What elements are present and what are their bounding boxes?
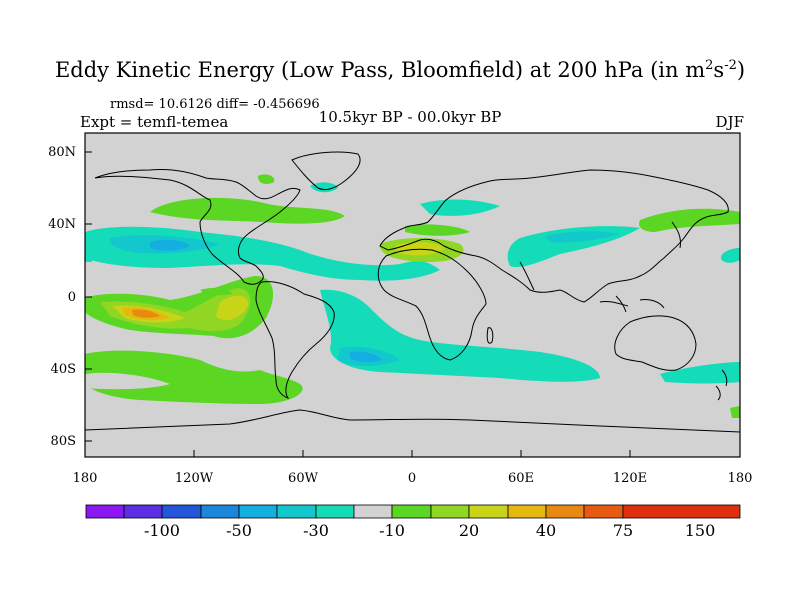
colorbar-label: 20 [459, 521, 479, 540]
colorbar-swatch [468, 504, 509, 519]
colorbar-swatch [238, 504, 278, 519]
colorbar-label: -30 [303, 521, 329, 540]
coastline-india [519, 261, 535, 291]
period-label: 10.5kyr BP - 00.0kyr BP [318, 108, 502, 126]
coastline-antarctica [85, 409, 740, 433]
colorbar-swatch [276, 504, 317, 519]
colorbar-swatch [545, 504, 585, 519]
colorbar-swatch [353, 504, 393, 519]
colorbar-swatch [161, 504, 202, 519]
contour-region [258, 174, 275, 184]
contour-region [405, 224, 470, 236]
contour-region [660, 362, 740, 384]
coastline-japan [671, 221, 681, 249]
contour-region [310, 182, 338, 193]
contour-region [216, 295, 249, 321]
colorbar-swatch [430, 504, 470, 519]
coastline-north-america [94, 169, 301, 285]
lat-tick-label: 0 [68, 290, 76, 305]
coastline-africa [377, 248, 487, 361]
contour-region [85, 236, 92, 262]
lat-tick-label: 40N [48, 217, 76, 232]
contour-region [200, 287, 232, 296]
contour-region [545, 231, 620, 243]
coastlines [85, 151, 740, 433]
stats-label: rmsd= 10.6126 diff= -0.456696 [110, 97, 320, 112]
contour-region [420, 199, 500, 216]
colorbar-swatch [315, 504, 355, 519]
lat-tick-label: 80S [51, 434, 76, 449]
colorbar: -100 -50 -30 -10 20 40 75 150 [85, 504, 741, 540]
coastline-south-america [255, 281, 335, 399]
chart-title: Eddy Kinetic Energy (Low Pass, Bloomfiel… [54, 58, 746, 82]
season-label: DJF [715, 113, 744, 131]
lon-axis: 180 120W 60W 0 60E 120E 180 [73, 450, 753, 486]
coastline-madagascar [486, 327, 494, 344]
lon-tick-label: 180 [728, 471, 753, 486]
contour-region [85, 350, 303, 404]
colorbar-label: -100 [144, 521, 180, 540]
lon-tick-label: 180 [73, 471, 98, 486]
colorbar-swatch [200, 504, 240, 519]
colorbar-swatch [391, 504, 432, 519]
colorbar-swatch [507, 504, 547, 519]
lon-tick-label: 60E [508, 471, 534, 486]
contour-region [132, 309, 160, 318]
experiment-label: Expt = temfl-temea [80, 113, 229, 131]
lon-tick-label: 120W [175, 471, 214, 486]
map-background [85, 133, 740, 457]
coastline-greenland [291, 151, 361, 191]
contour-region [350, 351, 382, 363]
coastline-new-zealand [715, 369, 728, 401]
lon-tick-label: 120E [613, 471, 647, 486]
contour-fills [85, 174, 740, 418]
colorbar-label: -10 [379, 521, 405, 540]
contour-region [639, 208, 740, 232]
contour-region [730, 406, 740, 418]
colorbar-swatch [85, 504, 125, 519]
lon-tick-label: 60W [288, 471, 319, 486]
lat-axis: 80N 40N 0 40S 80S [48, 145, 92, 449]
contour-region [150, 197, 345, 224]
colorbar-swatch [622, 504, 741, 519]
lat-tick-label: 80N [48, 145, 76, 160]
coastline-australia [614, 315, 697, 371]
contour-region [85, 372, 170, 390]
contour-region [720, 248, 740, 263]
colorbar-label: 150 [685, 521, 716, 540]
colorbar-label: 75 [613, 521, 633, 540]
coastline-islands [599, 295, 665, 313]
contour-region [150, 239, 190, 251]
colorbar-label: -50 [226, 521, 252, 540]
colorbar-label: 40 [536, 521, 556, 540]
colorbar-swatch [583, 504, 624, 519]
lat-tick-label: 40S [51, 362, 76, 377]
contour-region [395, 242, 445, 256]
colorbar-swatch [123, 504, 163, 519]
coastline-eurasia [379, 169, 729, 303]
lon-tick-label: 0 [408, 471, 416, 486]
